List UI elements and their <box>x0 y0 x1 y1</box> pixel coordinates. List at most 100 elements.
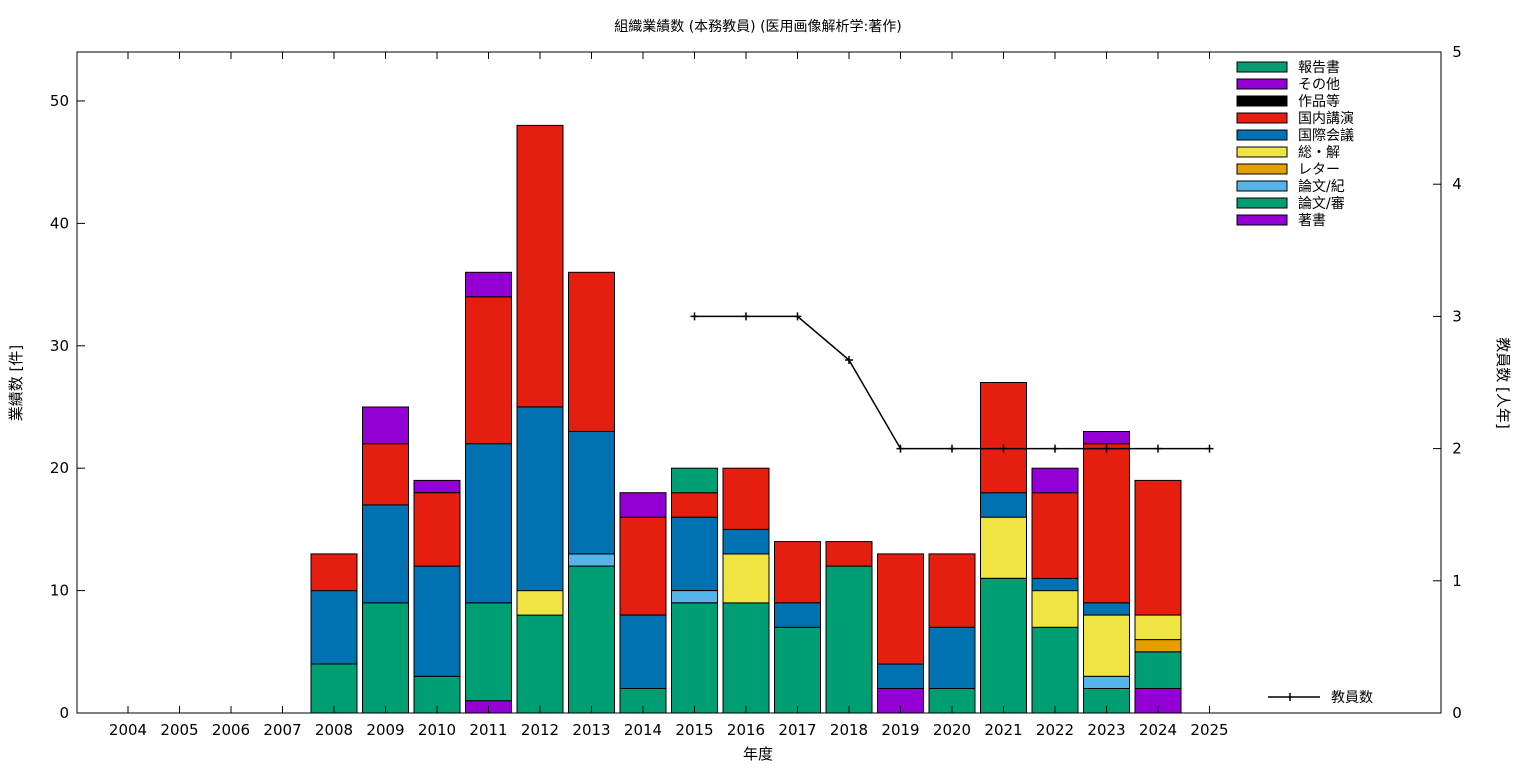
bar-segment-2016-6 <box>722 467 770 530</box>
faculty-point-2025 <box>1205 444 1214 453</box>
legend-swatch <box>1236 163 1288 175</box>
bar-segment-2019-5 <box>877 663 924 689</box>
axes-layer: 0 10 20 30 40 50 0 1 2 3 4 5 2004 2005 2006 2007 2008 200… <box>50 43 1462 739</box>
bar-segment-2020-5 <box>928 626 976 689</box>
x-tick-label: 2022 <box>1036 721 1074 739</box>
faculty-point-2024 <box>1154 444 1162 453</box>
legend-swatch <box>1236 146 1288 158</box>
bar-segment-2008-6 <box>310 553 358 592</box>
bar-segment-2022-8 <box>1031 467 1079 494</box>
bar-segment-2015-5 <box>671 516 718 591</box>
bar-segment-2022-4 <box>1031 590 1079 628</box>
bar-segment-2021-5 <box>980 492 1027 518</box>
y-tick-label: 50 <box>50 92 69 110</box>
x-tick-label: 2014 <box>624 721 662 739</box>
bar-segment-2022-6 <box>1031 492 1079 579</box>
bar-segment-2024-3 <box>1134 639 1182 653</box>
y2-tick-label: 0 <box>1452 704 1462 722</box>
x-tick-label: 2012 <box>521 721 559 739</box>
x-tick-label: 2013 <box>572 721 610 739</box>
y2-axis-label: 教員数 [人年] <box>1494 337 1512 428</box>
x-tick-label: 2019 <box>881 721 919 739</box>
bar-segment-2017-6 <box>774 541 821 604</box>
y2-tick-label: 2 <box>1452 440 1462 458</box>
legend-swatch <box>1236 197 1288 209</box>
bar-segment-2014-5 <box>619 614 667 689</box>
x-tick-label: 2008 <box>315 721 353 739</box>
bar-segment-2014-8 <box>619 492 667 518</box>
x-tick-label: 2006 <box>212 721 250 739</box>
bar-segment-2009-8 <box>362 406 409 445</box>
bar-segment-2018-1 <box>825 565 873 714</box>
bar-segment-2015-1 <box>671 602 718 714</box>
x-tick-label: 2024 <box>1139 721 1177 739</box>
x-tick-label: 2015 <box>675 721 713 739</box>
chart-title: 組織業績数 (本務教員) (医用画像解析学:著作) <box>614 19 901 35</box>
bar-segment-2023-8 <box>1083 431 1130 445</box>
legend-swatch <box>1236 214 1288 226</box>
bar-segment-2024-1 <box>1134 651 1182 689</box>
line-layer <box>690 312 1214 453</box>
faculty-point-2017 <box>793 312 802 321</box>
x-tick-label: 2017 <box>778 721 816 739</box>
faculty-count-line <box>694 315 1210 450</box>
legend-label: 著書 <box>1298 213 1326 229</box>
bar-segment-2010-8 <box>413 479 461 494</box>
bar-segment-2022-1 <box>1031 626 1079 714</box>
y2-tick-label: 5 <box>1452 43 1462 61</box>
x-tick-label: 2020 <box>933 721 971 739</box>
x-tick-label: 2011 <box>469 721 507 739</box>
x-tick-label: 2016 <box>727 721 765 739</box>
bar-segment-2011-5 <box>465 443 512 604</box>
legend-swatch <box>1236 95 1288 107</box>
y-axis-label: 業績数 [件] <box>7 345 25 421</box>
bar-segment-2017-1 <box>774 626 821 714</box>
x-tick-label: 2007 <box>263 721 301 739</box>
bar-segment-2023-2 <box>1083 675 1130 689</box>
faculty-point-2015 <box>690 312 699 321</box>
bar-segment-2015-2 <box>671 590 718 604</box>
x-tick-label: 2004 <box>109 721 147 739</box>
bar-segment-2008-5 <box>310 590 358 665</box>
legend-label: レター <box>1298 162 1340 178</box>
bar-segment-2017-5 <box>774 602 821 628</box>
bar-layer <box>310 124 1182 714</box>
bar-segment-2023-5 <box>1083 602 1130 616</box>
y-tick-label: 20 <box>50 459 69 477</box>
faculty-point-2023 <box>1102 444 1111 453</box>
x-tick-label: 2018 <box>830 721 868 739</box>
legend-swatch <box>1236 180 1288 192</box>
bar-segment-2021-6 <box>980 382 1027 494</box>
bar-segment-2023-4 <box>1083 614 1130 677</box>
faculty-point-2022 <box>1051 444 1059 453</box>
faculty-point-2020 <box>948 444 956 453</box>
legend-label: 総・解 <box>1298 145 1340 161</box>
bar-segment-2013-6 <box>568 271 615 432</box>
bar-segment-2015-9 <box>671 467 718 494</box>
bar-segment-2009-1 <box>362 602 409 714</box>
bar-segment-2012-5 <box>516 406 564 592</box>
bar-segment-2021-4 <box>980 516 1027 579</box>
faculty-point-2016 <box>742 312 750 321</box>
y-tick-label: 40 <box>50 214 69 232</box>
bar-segment-2016-1 <box>722 602 770 714</box>
bar-segment-2012-1 <box>516 614 564 714</box>
bar-segment-2009-5 <box>362 504 409 604</box>
bar-segment-2018-6 <box>825 541 873 567</box>
bar-segment-2012-4 <box>516 590 564 616</box>
legend-label: 国際会議 <box>1298 127 1354 144</box>
bar-segment-2010-6 <box>413 492 461 567</box>
bar-segment-2014-6 <box>619 516 667 616</box>
legend-label: 論文/審 <box>1298 196 1345 212</box>
y2-tick-label: 1 <box>1452 572 1462 590</box>
bar-segment-2023-6 <box>1083 443 1130 604</box>
bar-segment-2012-6 <box>516 124 564 408</box>
legend-swatch <box>1236 129 1288 141</box>
bar-segment-2013-2 <box>568 553 615 567</box>
bar-segment-2024-4 <box>1134 614 1182 641</box>
bar-segment-2011-6 <box>465 296 512 445</box>
y-tick-label: 0 <box>59 704 69 722</box>
bar-segment-2013-5 <box>568 431 615 555</box>
